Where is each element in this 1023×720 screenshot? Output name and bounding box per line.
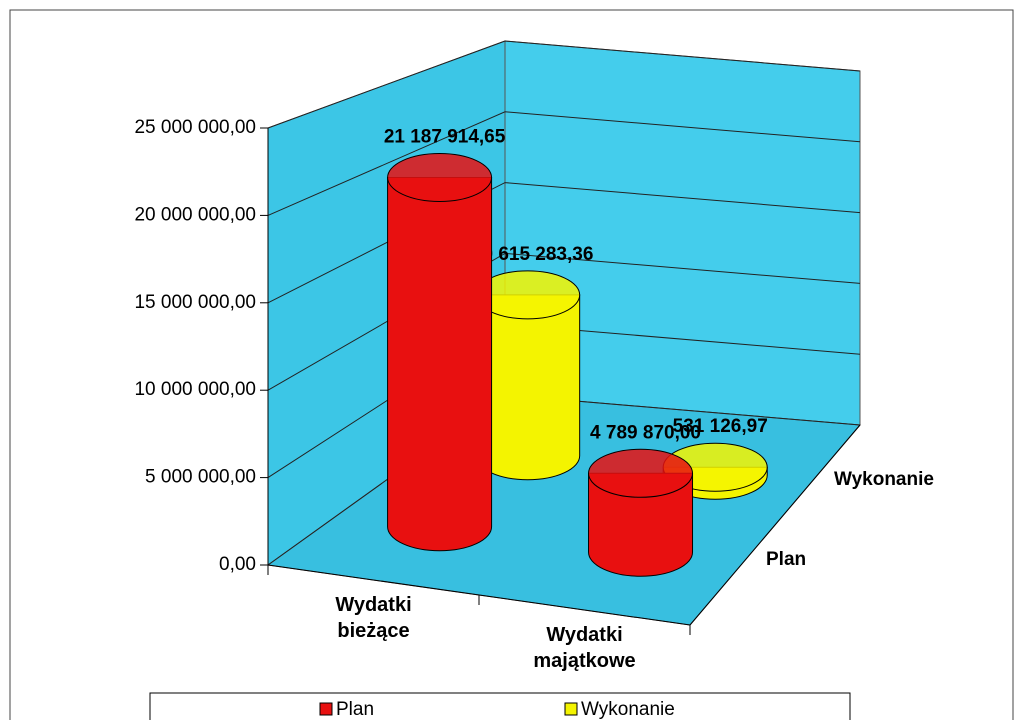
y-tick-label: 10 000 000,00 (134, 379, 256, 400)
depth-label: Wykonanie (834, 469, 934, 490)
cylinder-body (588, 472, 694, 577)
cylinder-body (387, 176, 493, 552)
grid-line (267, 182, 861, 304)
depth-label: Plan (766, 549, 806, 570)
legend-box (149, 692, 851, 720)
depth-axis (689, 424, 861, 626)
x-tick-label: Wydatki majątkowe (533, 624, 636, 672)
legend-swatch (564, 702, 578, 716)
cylinder (588, 448, 694, 577)
cylinder (475, 270, 581, 481)
cylinder-top (588, 448, 694, 498)
cylinder (387, 152, 493, 552)
legend-swatch (319, 702, 333, 716)
grid-line (267, 111, 861, 216)
value-label: 21 187 914,65 (384, 127, 506, 148)
value-label: 10 615 283,36 (472, 244, 594, 265)
y-tick-label: 20 000 000,00 (134, 204, 256, 225)
y-tick-label: 5 000 000,00 (145, 467, 256, 488)
y-tick-label: 15 000 000,00 (134, 292, 256, 313)
value-label: 4 789 870,00 (590, 422, 701, 443)
chart-border (9, 9, 1014, 720)
y-tick-label: 0,00 (219, 554, 256, 575)
grid-line (267, 252, 861, 391)
y-tick-label: 25 000 000,00 (134, 117, 256, 138)
legend-label: Plan (336, 699, 374, 720)
value-label: 531 126,97 (673, 416, 768, 437)
x-tick-label: Wydatki bieżące (335, 594, 412, 642)
legend-label: Wykonanie (581, 699, 675, 720)
grid-line (267, 40, 861, 129)
cylinder-top (387, 152, 493, 202)
